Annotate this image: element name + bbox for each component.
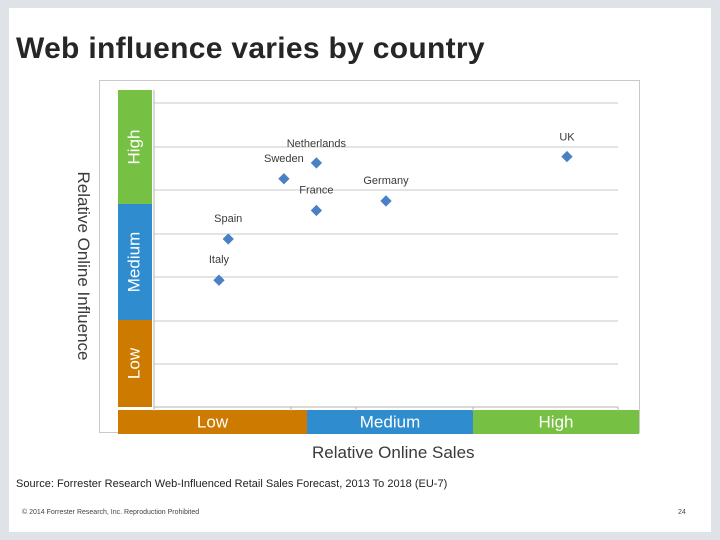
y-band-label-high: High <box>124 130 143 165</box>
y-axis-label-wrap: Relative Online Influence <box>74 163 93 368</box>
point-uk <box>561 150 573 163</box>
point-france <box>310 204 323 217</box>
y-axis-label: Relative Online Influence <box>74 170 93 361</box>
point-label-sweden: Sweden <box>264 153 304 165</box>
x-band-label-medium: Medium <box>360 412 420 431</box>
point-label-spain: Spain <box>214 213 242 225</box>
point-sweden <box>278 173 290 185</box>
point-italy <box>213 274 225 286</box>
point-label-italy: Italy <box>209 254 230 266</box>
source-note: Source: Forrester Research Web-Influence… <box>16 478 448 490</box>
point-label-uk: UK <box>559 132 575 144</box>
chart-frame <box>99 80 640 433</box>
page-number: 24 <box>678 509 686 516</box>
x-band-low <box>118 410 307 434</box>
x-band-label-high: High <box>539 412 574 431</box>
copyright-footer: © 2014 Forrester Research, Inc. Reproduc… <box>22 509 200 516</box>
point-spain <box>222 233 234 245</box>
y-band-label-low: Low <box>124 347 143 379</box>
point-label-france: France <box>299 184 333 196</box>
y-band-high <box>118 90 152 204</box>
point-netherlands <box>310 157 323 169</box>
x-axis-label: Relative Online Sales <box>312 443 475 462</box>
y-band-label-medium: Medium <box>124 232 143 292</box>
x-band-medium <box>307 410 473 434</box>
y-band-medium <box>118 204 152 320</box>
point-label-netherlands: Netherlands <box>287 138 347 150</box>
point-label-germany: Germany <box>363 175 409 187</box>
point-germany <box>380 195 392 207</box>
y-band-low <box>118 320 152 407</box>
x-band-high <box>473 410 639 434</box>
page-title: Web influence varies by country <box>16 32 485 65</box>
x-band-label-low: Low <box>197 412 229 431</box>
